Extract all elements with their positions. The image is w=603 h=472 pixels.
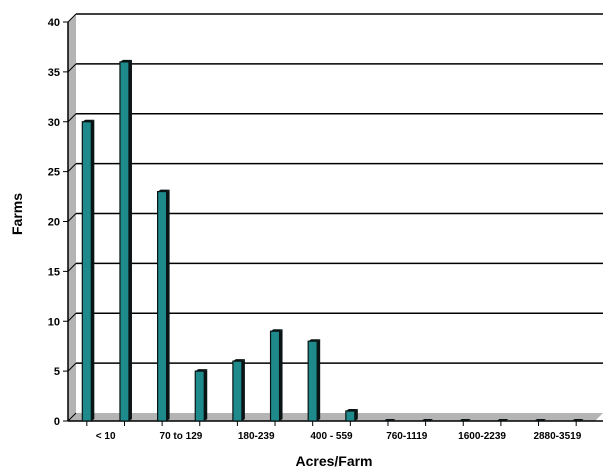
y-tick-label: 15 — [48, 266, 60, 278]
bar — [534, 419, 547, 421]
bar-top — [421, 419, 434, 421]
y-tick-label: 10 — [48, 316, 60, 328]
y-tick-label: 30 — [48, 117, 60, 129]
tick-labels: 0 5 10 15 20 25 30 35 40 < 10 70 to 129 180-239 400 … — [48, 17, 582, 442]
y-tick-label: 0 — [54, 416, 60, 428]
x-tick-label: < 10 — [96, 431, 116, 442]
chart-walls — [68, 14, 603, 421]
gridline-depth — [67, 312, 77, 322]
bar-top — [383, 419, 396, 421]
grid-lines — [67, 13, 603, 422]
bar — [119, 59, 132, 422]
bar — [232, 359, 245, 422]
axes — [63, 21, 603, 426]
bar-face — [307, 340, 318, 422]
x-tick-label: 400 - 559 — [310, 431, 353, 442]
bar — [571, 419, 584, 421]
bar — [81, 119, 95, 422]
bar — [269, 329, 283, 422]
bar-face — [119, 61, 130, 422]
gridline-depth — [67, 362, 77, 372]
gridline-depth — [67, 412, 77, 422]
bar-face — [232, 360, 243, 422]
bar-side — [204, 369, 208, 421]
bar-face — [157, 190, 168, 422]
bar — [345, 409, 358, 422]
gridline-depth — [67, 13, 77, 23]
bar-top — [571, 419, 584, 421]
bar-side — [317, 339, 321, 421]
gridline-depth — [67, 63, 77, 73]
bar-face — [81, 121, 92, 422]
bar — [458, 419, 471, 421]
bar-side — [128, 59, 132, 422]
y-tick-label: 5 — [54, 366, 60, 378]
bar — [194, 369, 208, 422]
bar-face — [194, 370, 205, 422]
x-tick-label: 1600-2239 — [458, 431, 506, 442]
gridline-depth — [67, 163, 77, 172]
x-tick-label: 70 to 129 — [160, 431, 203, 442]
gridline-depth — [67, 113, 77, 123]
bar — [157, 189, 170, 422]
bars — [81, 59, 584, 422]
y-tick-label: 35 — [48, 67, 60, 79]
y-axis-title: Farms — [9, 193, 25, 235]
bar-side — [354, 409, 358, 421]
x-tick-label: 2880-3519 — [533, 431, 581, 442]
bar — [383, 419, 396, 421]
bar-side — [91, 119, 95, 421]
bar — [307, 339, 321, 422]
bar-side — [279, 329, 283, 421]
x-tick-label: 760-1119 — [386, 431, 428, 442]
y-tick-label: 40 — [48, 17, 60, 29]
x-axis-title: Acres/Farm — [295, 453, 372, 469]
y-tick-label: 25 — [48, 167, 60, 179]
x-tick-label: 180-239 — [238, 431, 275, 442]
bar-face — [345, 410, 356, 422]
bar-top — [458, 419, 471, 421]
bar — [421, 419, 434, 421]
bar-top — [496, 419, 509, 421]
bar-top — [534, 419, 547, 421]
bar-side — [166, 189, 170, 421]
bar-face — [269, 330, 281, 422]
bar — [496, 419, 509, 421]
bar-side — [241, 359, 245, 421]
floor — [68, 413, 603, 421]
y-tick-label: 20 — [48, 217, 60, 229]
gridline-depth — [67, 213, 77, 222]
gridline-depth — [67, 263, 77, 272]
